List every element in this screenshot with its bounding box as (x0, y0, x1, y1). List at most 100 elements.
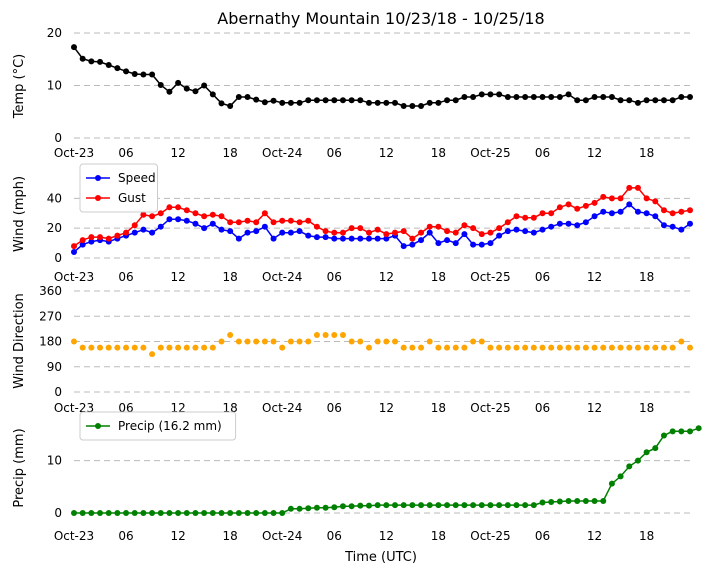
y-tick-label: 20 (47, 221, 62, 235)
data-point (253, 510, 260, 516)
data-point (444, 344, 451, 351)
data-point (227, 228, 234, 235)
data-point (687, 94, 693, 101)
data-point (244, 94, 251, 101)
data-point (357, 225, 364, 232)
data-point (123, 510, 130, 516)
data-point (626, 201, 633, 208)
data-point (287, 99, 294, 106)
data-point (444, 228, 451, 235)
data-point (487, 240, 494, 247)
data-point (652, 97, 659, 104)
x-tick-label: 06 (535, 146, 550, 160)
x-tick-label: Oct-25 (470, 270, 510, 284)
data-point (496, 232, 503, 239)
data-point (556, 220, 563, 227)
data-point (348, 503, 355, 510)
data-point (296, 228, 303, 235)
data-point (678, 428, 685, 435)
x-tick-label: 18 (639, 529, 654, 543)
x-tick-label: 12 (170, 146, 185, 160)
x-tick-label: 12 (170, 529, 185, 543)
data-point (634, 184, 641, 191)
x-tick-label: 12 (587, 529, 602, 543)
data-point (235, 219, 242, 226)
data-point (409, 344, 416, 351)
data-point (522, 94, 529, 101)
data-point (687, 207, 693, 214)
data-point (426, 223, 433, 230)
data-point (305, 217, 312, 224)
data-point (487, 344, 494, 351)
data-point (331, 235, 338, 242)
data-point (227, 510, 234, 516)
data-point (678, 208, 685, 215)
data-point (461, 222, 468, 229)
data-point (71, 243, 77, 250)
data-point (296, 505, 303, 512)
data-point (652, 213, 659, 220)
data-point (617, 344, 624, 351)
data-point (435, 502, 442, 509)
data-point (660, 222, 667, 229)
data-point (305, 505, 312, 512)
data-point (504, 94, 511, 101)
y-tick-label: 90 (47, 360, 62, 374)
x-tick-label: Oct-24 (262, 529, 302, 543)
data-point (392, 338, 399, 345)
data-point (634, 457, 641, 464)
data-point (565, 497, 572, 504)
data-point (687, 344, 693, 351)
data-point (582, 202, 589, 209)
data-point (591, 213, 598, 220)
data-point (487, 502, 494, 509)
data-point (365, 229, 372, 236)
data-point (227, 102, 234, 109)
data-point (313, 234, 320, 241)
data-point (296, 99, 303, 106)
data-point (591, 199, 598, 206)
data-point (322, 332, 329, 339)
data-point (383, 99, 390, 106)
x-tick-label: Oct-25 (470, 529, 510, 543)
data-point (582, 97, 589, 104)
data-point (322, 234, 329, 241)
data-point (400, 228, 407, 235)
data-point (409, 235, 416, 242)
data-point (365, 502, 372, 509)
data-point (279, 344, 286, 351)
x-axis-label: Time (UTC) (344, 550, 417, 565)
data-point (608, 344, 615, 351)
data-point (287, 338, 294, 345)
data-point (227, 332, 234, 339)
data-point (687, 428, 693, 435)
panel-1: 0 10 20 Temp (°C) Oct-23 06 12 18 Oct-24 06 12 18 Oc… (12, 26, 693, 160)
data-point (418, 502, 425, 509)
data-point (652, 445, 659, 452)
data-point (409, 502, 416, 509)
data-point (392, 99, 399, 106)
data-point (669, 428, 676, 435)
data-point (660, 97, 667, 104)
legend: Precip (16.2 mm) (79, 411, 237, 441)
data-point (339, 503, 346, 510)
data-point (218, 213, 225, 220)
data-point (461, 502, 468, 509)
x-tick-label: 12 (170, 270, 185, 284)
data-point (71, 510, 77, 516)
data-point (322, 228, 329, 235)
data-point (270, 97, 277, 104)
data-point (131, 510, 138, 516)
chart-title: Abernathy Mountain 10/23/18 - 10/25/18 (217, 9, 544, 28)
data-point (339, 229, 346, 236)
data-point (183, 510, 190, 516)
x-tick-label: 12 (587, 270, 602, 284)
data-point (157, 510, 164, 516)
data-point (140, 344, 147, 351)
data-point (530, 94, 537, 101)
data-point (357, 97, 364, 104)
data-point (244, 217, 251, 224)
data-point (513, 213, 520, 220)
